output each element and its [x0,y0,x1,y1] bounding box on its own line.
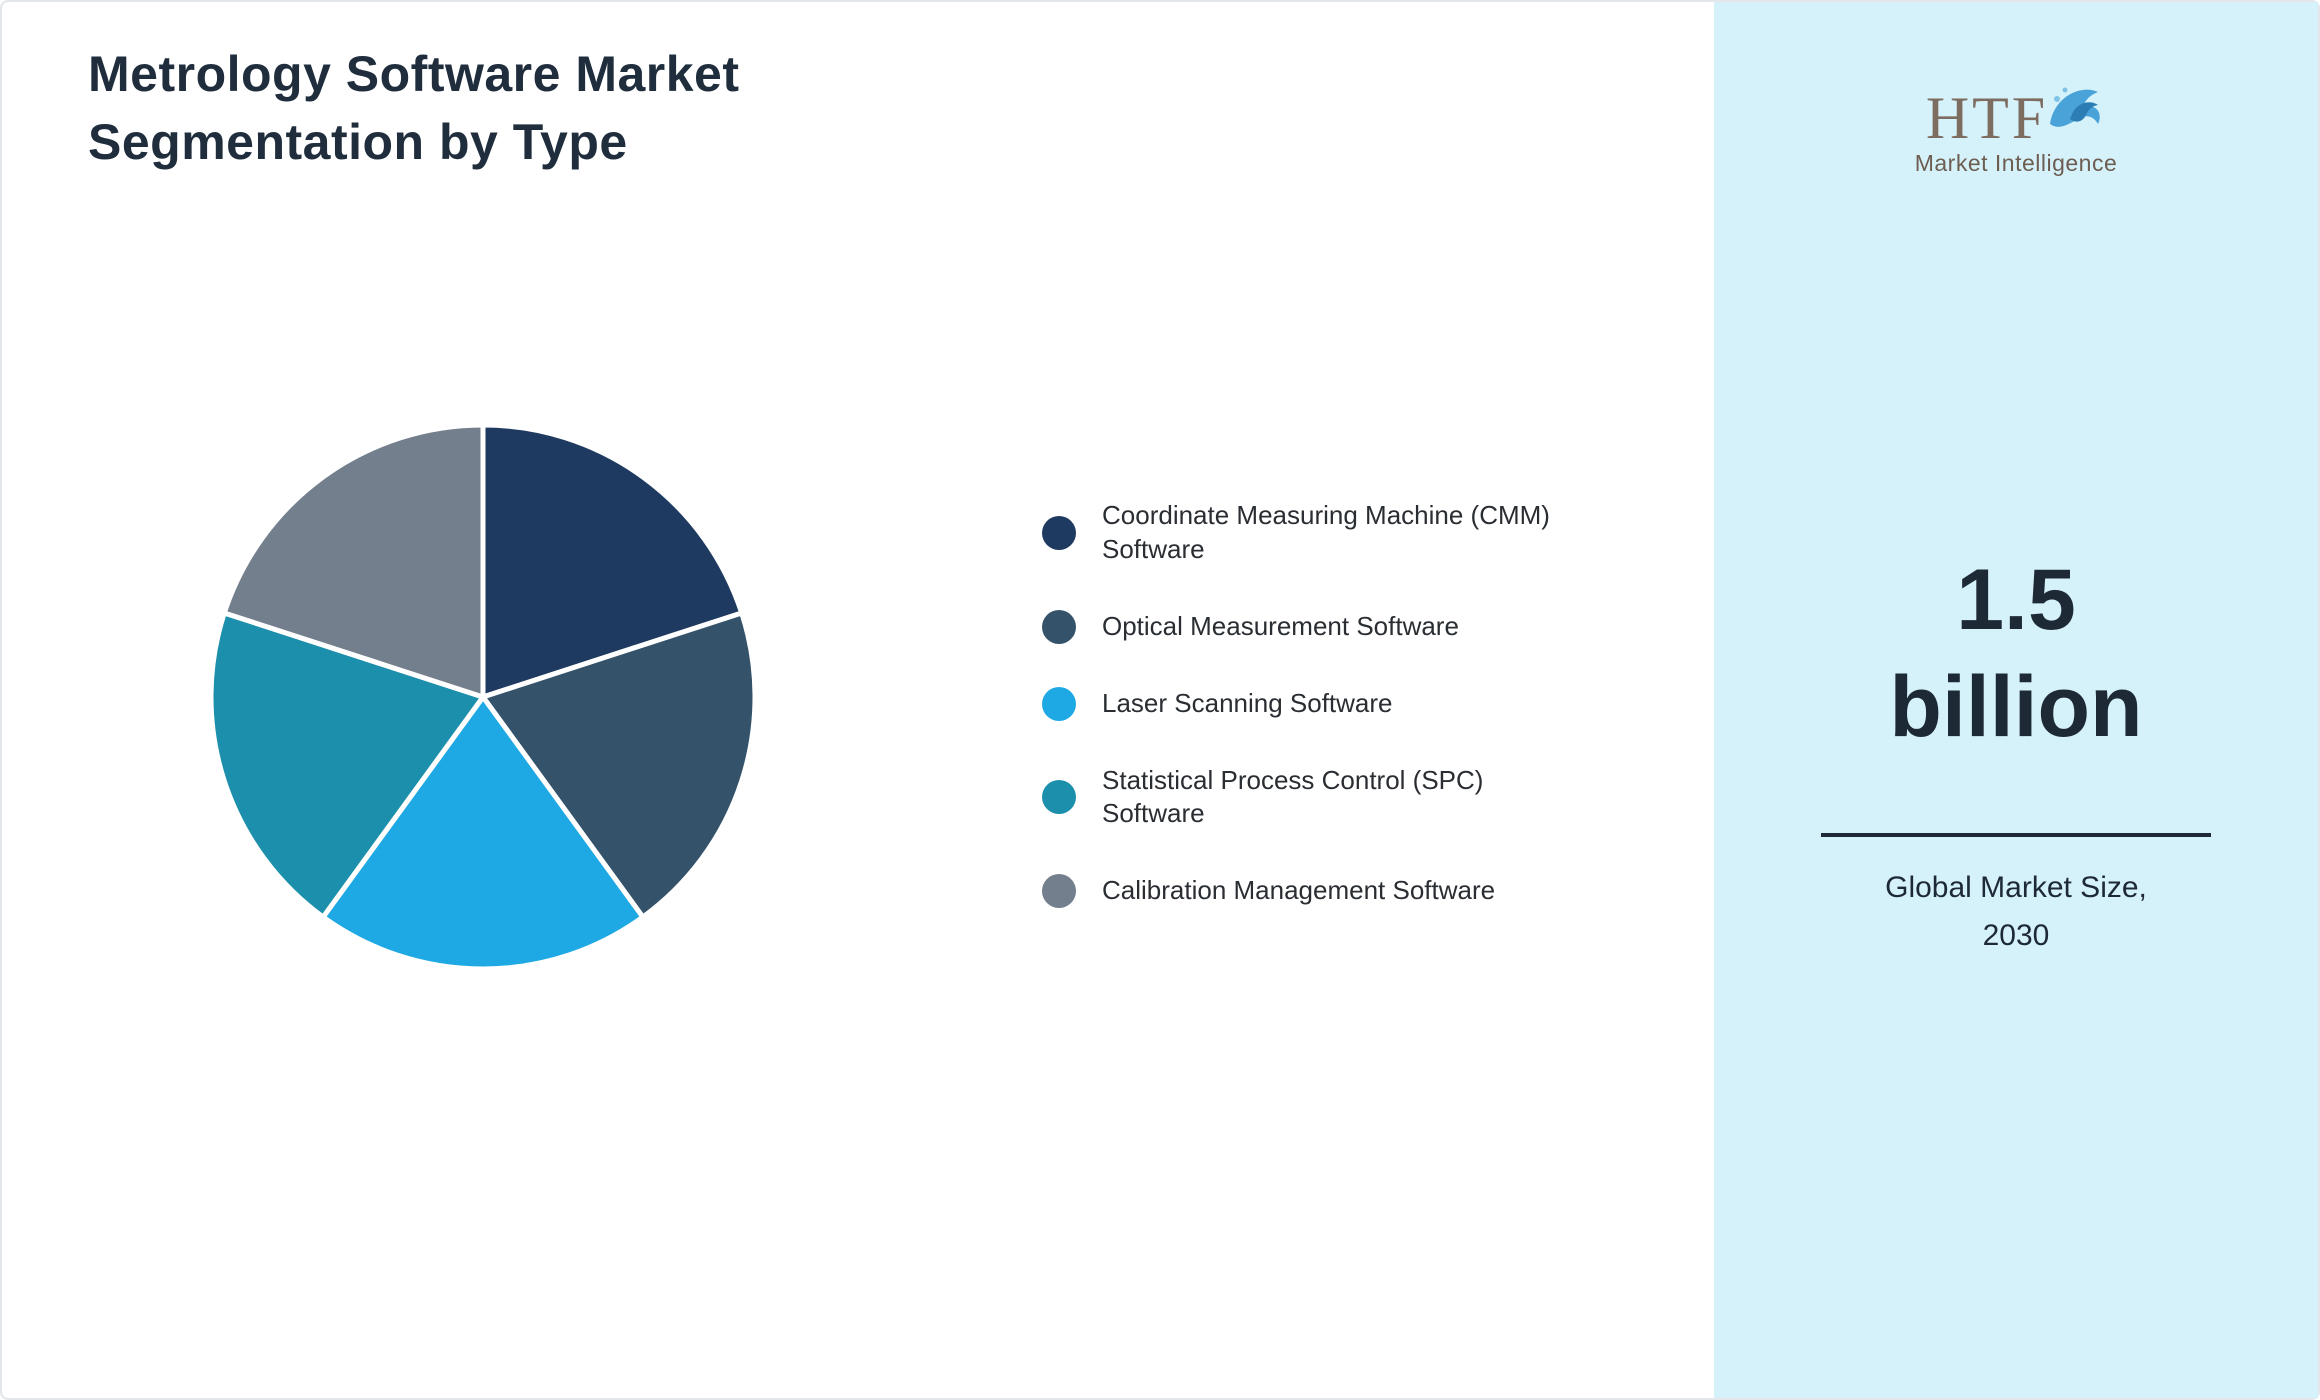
htf-logo-row: HTF [1925,85,2106,151]
market-size-caption-line-1: Global Market Size, [1885,871,2147,904]
pie-slice-1 [480,610,758,920]
htf-logo-text: HTF [1925,85,2049,151]
market-size-caption: Global Market Size, 2030 [1714,864,2318,960]
legend-label: Laser Scanning Software [1102,687,1393,718]
pie-slice-3 [208,610,486,920]
market-size-value: 1.5 billion [1714,547,2318,760]
legend-dot-icon [1042,780,1076,815]
sidebar: HTF Market Intelligence 1.5 billion Glob… [1714,2,2318,1398]
legend-dot-icon [1042,515,1076,550]
legend-item-4: Calibration Management Software [1042,874,1572,909]
legend-dot-icon [1042,874,1076,909]
legend-label: Statistical Process Control (SPC) Softwa… [1102,764,1484,829]
page-title-line-1: Metrology Software Market [88,46,740,102]
legend-dot-icon [1042,686,1076,721]
legend: Coordinate Measuring Machine (CMM) Softw… [1042,499,1572,909]
legend-label: Calibration Management Software [1102,875,1496,906]
pie-slice-0 [480,422,745,700]
legend-item-0: Coordinate Measuring Machine (CMM) Softw… [1042,499,1572,567]
divider-line [1821,833,2211,837]
htf-logo: HTF Market Intelligence [1714,85,2318,177]
legend-label: Optical Measurement Software [1102,610,1459,641]
pie-slice-2 [320,694,646,972]
pie-chart [208,422,758,972]
legend-label: Coordinate Measuring Machine (CMM) Softw… [1102,500,1550,564]
page-title-line-2: Segmentation by Type [88,114,628,170]
htf-logo-subtext: Market Intelligence [1914,150,2118,176]
dolphin-icon [2044,78,2106,145]
page-title: Metrology Software Market Segmentation b… [88,40,740,176]
market-size-caption-line-2: 2030 [1982,919,2050,952]
legend-item-2: Laser Scanning Software [1042,686,1572,721]
market-size-number: 1.5 [1956,552,2076,648]
legend-item-1: Optical Measurement Software [1042,609,1572,644]
market-size-unit: billion [1889,658,2143,755]
pie-slice-4 [221,422,486,700]
legend-item-3: Statistical Process Control (SPC) Softwa… [1042,764,1572,832]
legend-dot-icon [1042,609,1076,644]
pie-chart-container [203,417,763,977]
